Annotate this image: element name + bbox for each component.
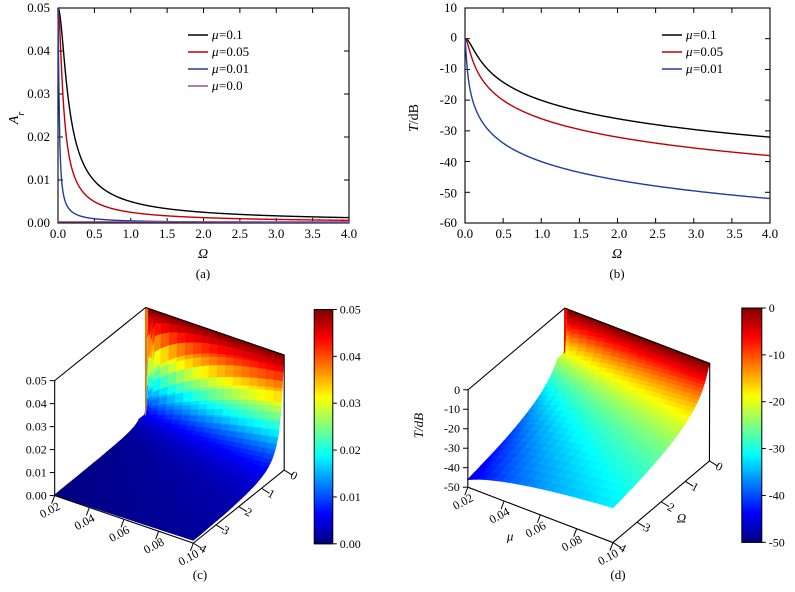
svg-text:0.04: 0.04 <box>72 511 97 533</box>
svg-text:-10: -10 <box>769 348 785 362</box>
svg-text:1.5: 1.5 <box>572 226 588 241</box>
svg-text:1: 1 <box>689 479 701 494</box>
svg-text:0.00: 0.00 <box>340 537 361 551</box>
svg-text:4: 4 <box>197 541 209 556</box>
svg-text:3.5: 3.5 <box>726 226 742 241</box>
svg-text:0.06: 0.06 <box>107 523 132 545</box>
svg-text:μ: μ <box>685 61 693 76</box>
svg-text:0.03: 0.03 <box>340 396 361 410</box>
svg-text:-30: -30 <box>444 441 460 455</box>
svg-text:-20: -20 <box>769 395 785 409</box>
svg-text:4: 4 <box>617 540 629 555</box>
svg-text:0: 0 <box>288 468 300 483</box>
svg-text:T/dB: T/dB <box>411 413 426 438</box>
svg-text:0.00: 0.00 <box>26 489 47 503</box>
svg-text:3: 3 <box>220 523 232 538</box>
svg-text:0.0: 0.0 <box>50 226 66 241</box>
svg-text:0.02: 0.02 <box>340 443 361 457</box>
svg-text:0: 0 <box>451 30 458 45</box>
svg-text:0.05: 0.05 <box>340 303 361 317</box>
svg-text:1.0: 1.0 <box>534 226 550 241</box>
svg-text:μ: μ <box>685 27 693 42</box>
svg-text:Ω: Ω <box>198 247 208 262</box>
svg-text:-30: -30 <box>769 442 785 456</box>
svg-text:0.0: 0.0 <box>457 226 473 241</box>
svg-text:0.04: 0.04 <box>26 397 47 411</box>
svg-text:2.5: 2.5 <box>232 226 248 241</box>
svg-text:=0.0: =0.0 <box>219 78 243 93</box>
svg-text:0.02: 0.02 <box>27 129 50 144</box>
svg-text:-20: -20 <box>440 92 457 107</box>
svg-text:(a): (a) <box>196 266 210 281</box>
svg-text:3.0: 3.0 <box>688 226 704 241</box>
svg-text:4.0: 4.0 <box>341 226 357 241</box>
svg-text:2: 2 <box>665 500 677 515</box>
svg-text:0.10: 0.10 <box>595 546 620 568</box>
svg-text:0.08: 0.08 <box>559 532 584 554</box>
svg-text:0.5: 0.5 <box>495 226 511 241</box>
svg-text:-60: -60 <box>440 215 457 230</box>
svg-text:μ: μ <box>211 61 219 76</box>
svg-text:T/dB: T/dB <box>407 104 422 132</box>
svg-text:=0.1: =0.1 <box>219 27 243 42</box>
svg-text:0.02: 0.02 <box>26 443 47 457</box>
svg-text:μ: μ <box>211 78 219 93</box>
svg-text:0.03: 0.03 <box>26 420 47 434</box>
svg-text:(d): (d) <box>610 567 625 582</box>
svg-text:μ: μ <box>211 44 219 59</box>
svg-text:0.01: 0.01 <box>26 466 47 480</box>
svg-text:1: 1 <box>265 486 277 501</box>
svg-text:-10: -10 <box>440 61 457 76</box>
svg-text:0: 0 <box>454 383 460 397</box>
svg-text:0.04: 0.04 <box>487 504 512 526</box>
svg-text:0.05: 0.05 <box>26 374 47 388</box>
svg-text:0.08: 0.08 <box>141 535 166 557</box>
svg-text:0: 0 <box>769 301 775 315</box>
svg-text:2.0: 2.0 <box>611 226 627 241</box>
svg-text:μ: μ <box>211 27 219 42</box>
svg-text:Ω: Ω <box>677 511 686 526</box>
svg-text:Ar: Ar <box>7 112 27 126</box>
svg-text:0.06: 0.06 <box>523 518 548 540</box>
svg-text:3.5: 3.5 <box>304 226 320 241</box>
svg-text:0.04: 0.04 <box>27 43 50 58</box>
svg-text:0.5: 0.5 <box>86 226 102 241</box>
svg-text:-20: -20 <box>444 422 460 436</box>
svg-text:0.03: 0.03 <box>27 86 50 101</box>
svg-text:3: 3 <box>641 520 653 535</box>
svg-text:0.05: 0.05 <box>27 0 50 15</box>
svg-text:-50: -50 <box>444 480 460 494</box>
svg-text:=0.01: =0.01 <box>219 61 249 76</box>
svg-text:-10: -10 <box>444 402 460 416</box>
svg-text:-50: -50 <box>440 186 457 201</box>
svg-text:=0.05: =0.05 <box>693 44 723 59</box>
svg-text:(b): (b) <box>609 266 624 281</box>
svg-text:0.10: 0.10 <box>176 546 201 568</box>
svg-text:3.0: 3.0 <box>268 226 284 241</box>
svg-text:0.01: 0.01 <box>340 490 361 504</box>
svg-text:μ: μ <box>506 529 514 544</box>
svg-text:-50: -50 <box>769 535 785 549</box>
svg-text:-40: -40 <box>444 461 460 475</box>
svg-text:0: 0 <box>713 459 725 474</box>
svg-text:0.01: 0.01 <box>27 172 50 187</box>
svg-text:-40: -40 <box>440 154 457 169</box>
svg-text:=0.05: =0.05 <box>219 44 249 59</box>
svg-text:=0.1: =0.1 <box>693 27 717 42</box>
svg-text:=0.01: =0.01 <box>693 61 723 76</box>
svg-text:2.0: 2.0 <box>195 226 211 241</box>
svg-text:μ: μ <box>685 44 693 59</box>
svg-text:1.0: 1.0 <box>123 226 139 241</box>
svg-text:(c): (c) <box>193 567 207 582</box>
svg-text:2.5: 2.5 <box>649 226 665 241</box>
svg-text:-40: -40 <box>769 488 785 502</box>
svg-text:0.04: 0.04 <box>340 349 361 363</box>
svg-text:1.5: 1.5 <box>159 226 175 241</box>
svg-text:Ω: Ω <box>612 247 622 262</box>
svg-text:0.00: 0.00 <box>27 215 50 230</box>
svg-text:2: 2 <box>243 504 255 519</box>
svg-text:-30: -30 <box>440 123 457 138</box>
svg-text:4.0: 4.0 <box>762 226 778 241</box>
svg-text:10: 10 <box>444 0 457 15</box>
